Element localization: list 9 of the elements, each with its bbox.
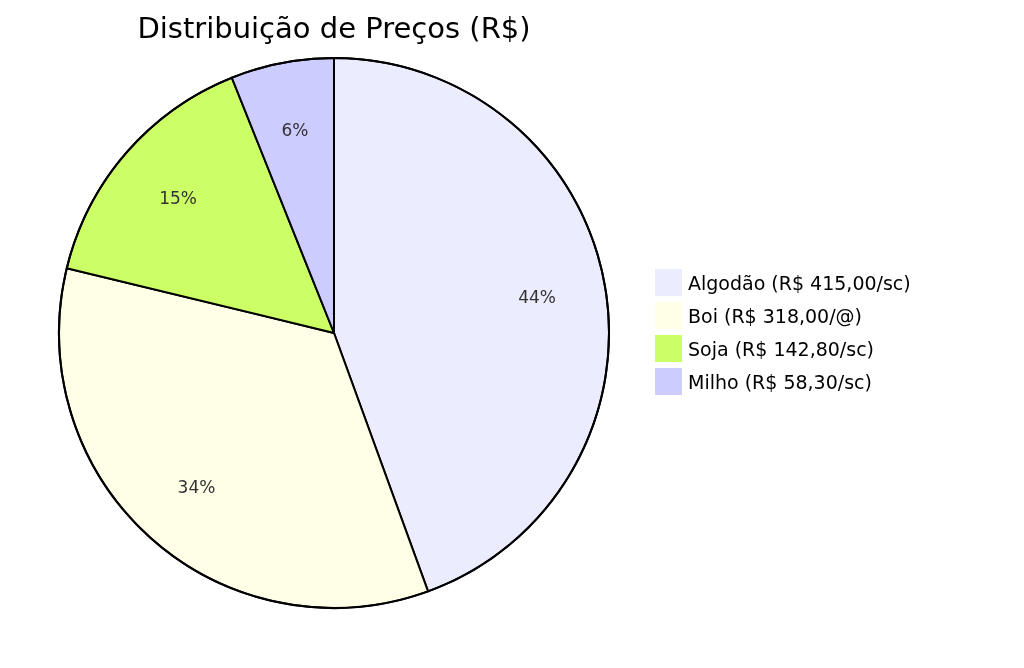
legend-label: Boi (R$ 318,00/@)	[688, 305, 863, 327]
legend-label: Milho (R$ 58,30/sc)	[688, 371, 872, 393]
data-label: 15%	[159, 187, 198, 208]
data-label: 34%	[177, 476, 216, 497]
legend-label: Algodão (R$ 415,00/sc)	[688, 272, 911, 294]
chart-title: Distribuição de Preços (R$)	[137, 11, 531, 45]
data-label: 44%	[518, 287, 557, 308]
data-label: 6%	[281, 120, 309, 141]
legend-label: Soja (R$ 142,80/sc)	[688, 338, 875, 360]
